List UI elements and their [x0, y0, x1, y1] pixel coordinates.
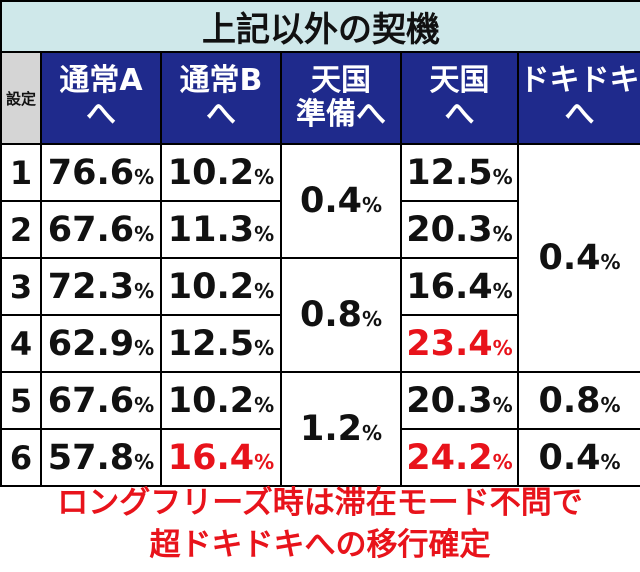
setting-cell: 6	[0, 428, 42, 487]
dokidoki-cell: 0.4%	[517, 428, 640, 487]
normal-a-cell: 67.6%	[40, 371, 162, 430]
probability-table: 上記以外の契機 設定 通常A へ 通常B へ 天国 準備へ 天国へ ドキドキへ 1 7…	[0, 0, 640, 487]
heaven-prep-cell: 0.4%	[280, 143, 402, 259]
dokidoki-cell: 0.8%	[517, 371, 640, 430]
header-setting: 設定	[0, 51, 42, 145]
heaven-cell: 20.3%	[400, 200, 519, 259]
normal-a-cell: 67.6%	[40, 200, 162, 259]
heaven-cell: 16.4%	[400, 257, 519, 316]
normal-b-cell: 12.5%	[160, 314, 282, 373]
header-normal-a: 通常A へ	[40, 51, 162, 145]
heaven-cell: 20.3%	[400, 371, 519, 430]
setting-cell: 1	[0, 143, 42, 202]
normal-b-cell: 10.2%	[160, 257, 282, 316]
header-heaven: 天国へ	[400, 51, 519, 145]
heaven-cell-highlight: 24.2%	[400, 428, 519, 487]
normal-b-cell-highlight: 16.4%	[160, 428, 282, 487]
normal-b-cell: 10.2%	[160, 371, 282, 430]
heaven-cell-highlight: 23.4%	[400, 314, 519, 373]
header-heaven-prep: 天国 準備へ	[280, 51, 402, 145]
setting-cell: 2	[0, 200, 42, 259]
table-title: 上記以外の契機	[0, 0, 640, 53]
heaven-prep-cell: 1.2%	[280, 371, 402, 487]
table-row: 2 67.6% 11.3% 20.3%	[0, 200, 640, 259]
table-row: 1 76.6% 10.2% 0.4% 12.5% 0.4%	[0, 143, 640, 373]
normal-b-cell: 11.3%	[160, 200, 282, 259]
normal-b-cell: 10.2%	[160, 143, 282, 202]
heaven-cell: 12.5%	[400, 143, 519, 202]
note-line-2: 超ドキドキへの移行確定	[149, 527, 491, 563]
dokidoki-cell: 0.4%	[517, 143, 640, 373]
header-dokidoki: ドキドキへ	[517, 51, 640, 145]
table-row: 6 57.8% 16.4% 24.2% 0.4%	[0, 428, 640, 487]
normal-a-cell: 57.8%	[40, 428, 162, 487]
header-normal-b: 通常B へ	[160, 51, 282, 145]
heaven-prep-cell: 0.8%	[280, 257, 402, 373]
table-row: 3 72.3% 10.2% 0.8% 16.4%	[0, 257, 640, 373]
setting-cell: 4	[0, 314, 42, 373]
table-row: 5 67.6% 10.2% 1.2% 20.3% 0.8%	[0, 371, 640, 487]
normal-a-cell: 76.6%	[40, 143, 162, 202]
normal-a-cell: 62.9%	[40, 314, 162, 373]
normal-a-cell: 72.3%	[40, 257, 162, 316]
setting-cell: 5	[0, 371, 42, 430]
table-row: 4 62.9% 12.5% 23.4%	[0, 314, 640, 373]
note-line-1: ロングフリーズ時は滞在モード不問で	[57, 485, 583, 521]
setting-cell: 3	[0, 257, 42, 316]
